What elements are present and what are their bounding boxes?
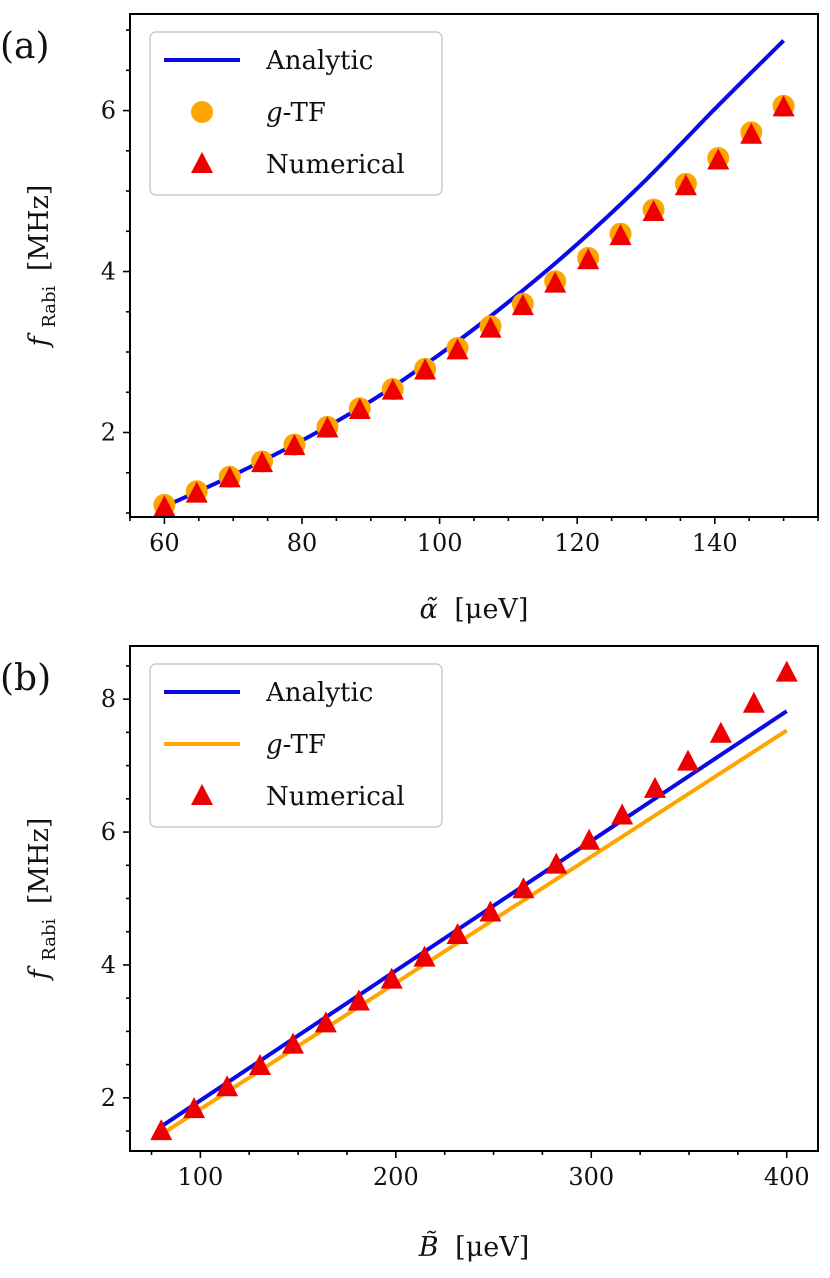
y-tick-label: 4 xyxy=(101,951,116,979)
panel-b-legend: Analytic g-TF Numerical xyxy=(149,663,443,828)
panel-a-y-symbol: f xyxy=(24,332,55,348)
legend-label-italic: g xyxy=(266,730,283,760)
panel-a-x-axis-title: α̃ [μeV] xyxy=(420,594,529,625)
numerical-point xyxy=(314,1011,337,1033)
panel-a: (a) 60 80 100 120 140 2 4 6 α̃ [μeV] f Rabi [MH… xyxy=(0,13,819,625)
numerical-point xyxy=(347,989,370,1011)
numerical-point xyxy=(248,1053,271,1075)
legend-label-italic: g xyxy=(266,98,283,128)
panel-a-y-axis-title: f Rabi [MHz] xyxy=(24,185,62,349)
numerical-point xyxy=(742,691,765,713)
y-tick-label: 6 xyxy=(101,97,116,125)
panel-a-y-unit: [MHz] xyxy=(24,185,55,271)
numerical-point xyxy=(577,248,600,270)
y-tick-label: 2 xyxy=(101,418,116,446)
numerical-point xyxy=(772,95,795,117)
numerical-point xyxy=(578,828,601,850)
numerical-point xyxy=(609,224,632,246)
panel-b-y-subscript: Rabi xyxy=(39,919,60,961)
numerical-point xyxy=(545,852,568,874)
numerical-point xyxy=(643,776,666,798)
x-tick-label: 80 xyxy=(287,529,318,557)
numerical-point xyxy=(775,660,798,682)
numerical-point xyxy=(348,397,371,419)
panel-b-y-unit: [MHz] xyxy=(24,818,55,904)
numerical-point xyxy=(707,148,730,170)
numerical-point xyxy=(316,416,339,438)
panel-b-label: (b) xyxy=(0,658,51,699)
numerical-point xyxy=(380,967,403,989)
panel-b-y-axis-title: f Rabi [MHz] xyxy=(24,818,62,982)
panel-a-y-subscript: Rabi xyxy=(39,286,60,328)
y-tick-label: 2 xyxy=(101,1084,116,1112)
legend-label: Analytic xyxy=(265,46,373,76)
legend-frame xyxy=(149,31,443,196)
numerical-point xyxy=(479,900,502,922)
numerical-point xyxy=(150,1119,173,1141)
panel-a-legend: Analytic g-TF Numerical xyxy=(149,31,443,196)
panel-b-data xyxy=(150,660,798,1141)
x-tick-label: 60 xyxy=(149,529,180,557)
panel-b-x-unit: [μeV] xyxy=(455,1232,529,1263)
numerical-point xyxy=(511,294,534,316)
y-tick-label: 4 xyxy=(101,258,116,286)
legend-label: Analytic xyxy=(265,678,373,708)
numerical-point xyxy=(479,316,502,338)
numerical-point xyxy=(740,122,763,144)
numerical-point xyxy=(677,749,700,771)
legend-triangle-swatch xyxy=(191,784,213,805)
legend-label-rest: -TF xyxy=(283,730,326,760)
x-tick-label: 140 xyxy=(692,529,738,557)
x-tick-label: 100 xyxy=(417,529,463,557)
numerical-point xyxy=(413,945,436,967)
panel-a-label: (a) xyxy=(0,26,50,67)
panel-a-x-symbol: α̃ xyxy=(420,594,438,625)
numerical-point xyxy=(544,271,567,293)
numerical-point xyxy=(381,378,404,400)
legend-label: Numerical xyxy=(266,150,405,180)
numerical-point xyxy=(414,358,437,380)
legend-label: g-TF xyxy=(266,98,326,128)
numerical-point xyxy=(185,481,208,503)
y-tick-label: 8 xyxy=(101,685,116,713)
numerical-point xyxy=(218,466,241,488)
x-tick-label: 200 xyxy=(373,1163,419,1191)
numerical-point xyxy=(251,451,274,473)
x-tick-label: 300 xyxy=(568,1163,614,1191)
numerical-point xyxy=(153,495,176,517)
numerical-point xyxy=(446,923,469,945)
panel-a-data xyxy=(153,39,795,517)
panel-a-axes: 60 80 100 120 140 2 4 6 xyxy=(101,29,819,557)
panel-a-frame xyxy=(129,13,819,518)
panel-b: (b) 100 200 300 400 2 4 6 8 B̃ [μeV] f Rabi [MH… xyxy=(0,645,819,1263)
legend-label: Numerical xyxy=(266,782,405,812)
x-tick-label: 100 xyxy=(177,1163,223,1191)
legend-label: g-TF xyxy=(266,730,326,760)
numerical-point xyxy=(709,721,732,743)
panel-a-x-unit: [μeV] xyxy=(454,594,528,625)
numerical-point xyxy=(283,434,306,456)
panel-b-y-symbol: f xyxy=(24,965,55,981)
numerical-point xyxy=(611,803,634,825)
legend-triangle-swatch xyxy=(191,152,213,173)
numerical-point xyxy=(642,199,665,221)
analytic-series-line xyxy=(160,709,788,1129)
x-tick-label: 120 xyxy=(554,529,600,557)
legend-circle-swatch xyxy=(191,101,213,123)
numerical-point xyxy=(282,1032,305,1054)
panel-b-x-symbol: B̃ xyxy=(418,1230,439,1263)
numerical-point xyxy=(674,174,697,196)
numerical-point xyxy=(183,1097,206,1119)
numerical-point xyxy=(512,877,535,899)
numerical-point xyxy=(216,1075,239,1097)
panel-b-frame xyxy=(129,645,819,1152)
legend-label-rest: -TF xyxy=(283,98,326,128)
y-tick-label: 6 xyxy=(101,818,116,846)
x-tick-label: 400 xyxy=(764,1163,810,1191)
numerical-point xyxy=(446,338,469,360)
legend-frame xyxy=(149,663,443,828)
panel-b-x-axis-title: B̃ [μeV] xyxy=(418,1230,530,1263)
